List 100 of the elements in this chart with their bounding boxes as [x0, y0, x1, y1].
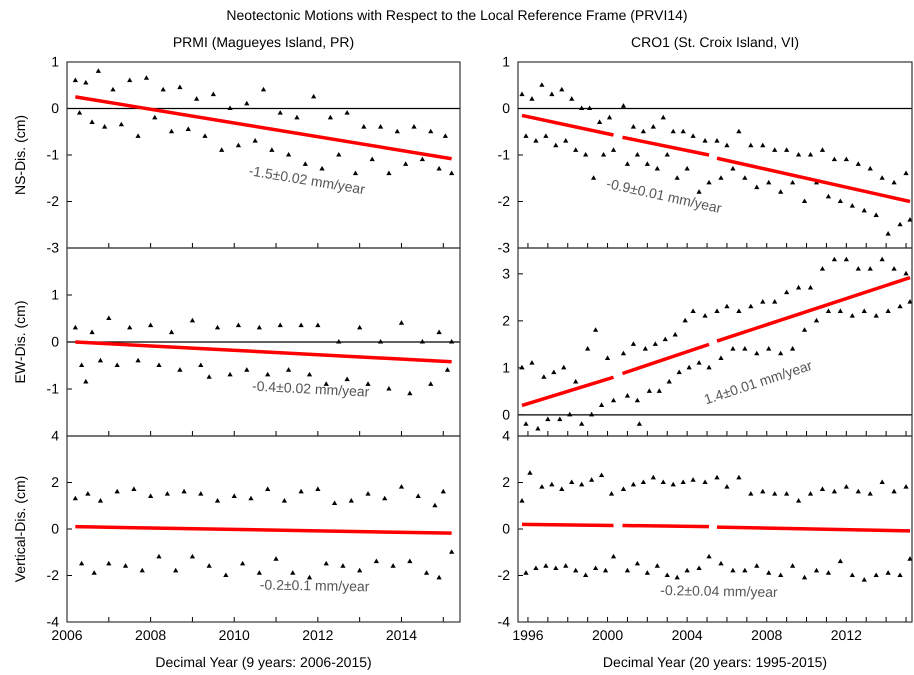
point: [386, 386, 392, 391]
point: [336, 152, 342, 157]
point: [370, 156, 375, 162]
x-axis-title: Decimal Year (20 years: 1995-2015): [602, 654, 828, 670]
point: [232, 493, 237, 498]
point: [156, 362, 162, 368]
point: [365, 491, 371, 496]
point: [386, 170, 392, 176]
point: [394, 128, 400, 134]
y-tick-label: -3: [46, 239, 60, 256]
x-tick-label: 2008: [751, 626, 783, 643]
x-tick-label: 2012: [830, 626, 862, 643]
y-tick-label: 0: [51, 520, 60, 536]
point: [306, 574, 312, 580]
point: [186, 126, 191, 131]
point: [89, 119, 95, 124]
point: [332, 500, 338, 505]
point: [449, 338, 454, 344]
y-axis-title: Vertical-Dis. (cm): [12, 476, 28, 582]
point: [273, 556, 279, 561]
point: [298, 488, 304, 494]
point: [278, 322, 283, 328]
point: [83, 378, 88, 384]
annotation: -0.4±0.02 mm/year: [252, 378, 370, 400]
x-tick-label: 2014: [386, 626, 418, 643]
point: [328, 114, 334, 120]
point: [219, 147, 224, 152]
point: [210, 92, 216, 96]
point: [72, 496, 78, 500]
point: [324, 560, 329, 566]
point: [390, 563, 396, 568]
point: [190, 318, 196, 322]
point: [428, 381, 434, 386]
point: [198, 362, 204, 368]
point: [244, 100, 250, 106]
chart-subtitle: PRMI (Magueyes Island, PR): [172, 34, 354, 50]
point: [436, 330, 442, 334]
point: [361, 124, 366, 129]
point: [398, 320, 404, 325]
point: [240, 560, 246, 566]
point: [298, 322, 304, 328]
point: [148, 493, 154, 498]
point: [206, 374, 212, 379]
point: [440, 488, 446, 494]
y-tick-label: -4: [46, 613, 60, 630]
point: [106, 315, 112, 320]
point: [96, 68, 101, 73]
point: [83, 80, 88, 84]
y-tick-label: 4: [502, 427, 510, 444]
point: [269, 147, 274, 152]
y-tick-label: 0: [502, 520, 510, 536]
point: [336, 338, 342, 344]
x-tick-label: 2010: [218, 626, 250, 643]
point: [135, 358, 141, 362]
x-tick-label: 2012: [302, 626, 334, 643]
y-tick-label: 0: [502, 100, 510, 116]
y-tick-label: -2: [46, 192, 60, 209]
point: [290, 570, 296, 575]
point: [92, 570, 97, 575]
annotation: -0.2±0.1 mm/year: [260, 576, 370, 594]
y-axis-title: EW-Dis. (cm): [12, 300, 28, 384]
chart-subtitle: CRO1 (St. Croix Island, VI): [630, 34, 800, 50]
y-tick-label: 1: [51, 53, 60, 70]
point: [436, 166, 442, 170]
point: [72, 78, 78, 82]
point: [374, 558, 380, 564]
y-tick-label: -2: [498, 566, 510, 583]
point: [357, 324, 362, 330]
point: [236, 142, 242, 148]
point: [181, 488, 187, 494]
point: [106, 560, 112, 566]
point: [411, 124, 417, 129]
point: [76, 110, 82, 115]
y-tick-label: -4: [498, 613, 510, 630]
point: [428, 128, 434, 134]
point: [344, 376, 350, 382]
point: [286, 367, 292, 372]
point: [378, 338, 384, 344]
point: [265, 486, 270, 491]
point: [432, 502, 438, 508]
point: [144, 75, 150, 80]
annotation: -0.2±0.04 mm/year: [660, 582, 778, 600]
point: [348, 498, 354, 503]
point: [252, 138, 258, 143]
point: [190, 554, 196, 558]
point: [131, 486, 137, 491]
point: [352, 170, 358, 176]
y-tick-label: -1: [46, 380, 60, 396]
y-tick-label: 4: [51, 427, 60, 444]
point: [168, 128, 174, 134]
point: [72, 324, 78, 330]
point: [173, 568, 178, 572]
point: [114, 488, 120, 494]
point: [223, 572, 229, 578]
y-tick-label: 3: [502, 265, 510, 282]
point: [198, 491, 204, 496]
x-axis-title: Decimal Year (9 years: 2006-2015): [155, 654, 372, 670]
point: [378, 124, 384, 129]
point: [79, 362, 84, 368]
x-tick-label: 1996: [512, 626, 544, 643]
